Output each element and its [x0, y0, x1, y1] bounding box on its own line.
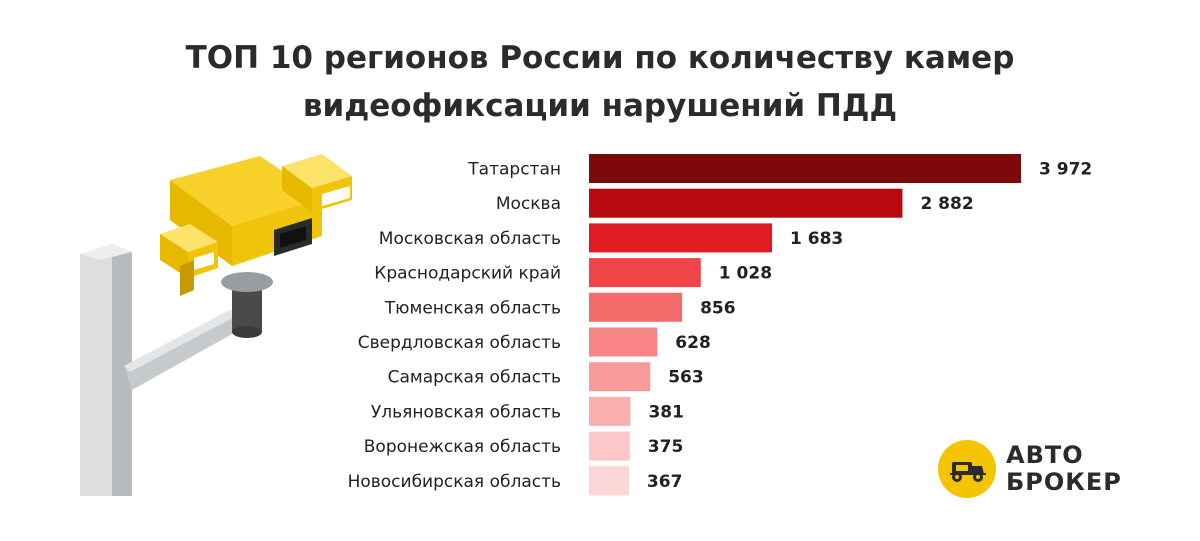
chart-title: ТОП 10 регионов России по количеству кам…: [0, 34, 1200, 130]
brand-name-line-2: БРОКЕР: [1006, 468, 1122, 496]
value-label-1: 3 972: [1039, 160, 1092, 180]
category-label-7: Самарская область: [388, 368, 561, 388]
bar-2: [589, 188, 903, 218]
value-label-6: 628: [675, 333, 711, 353]
car-icon: [938, 440, 996, 498]
bar-1: [589, 154, 1021, 183]
chart-title-line-2: видеофиксации нарушений ПДД: [302, 88, 898, 124]
value-label-7: 563: [668, 368, 704, 388]
bars-group: [589, 154, 1021, 496]
brand-logo: АВТО БРОКЕР: [938, 438, 1168, 500]
category-label-1: Татарстан: [467, 160, 561, 180]
bar-5: [589, 292, 683, 322]
value-label-3: 1 683: [790, 229, 843, 249]
category-label-4: Краснодарский край: [374, 264, 561, 284]
value-label-8: 381: [648, 402, 684, 422]
value-labels-group: 3 972 2 882 1 683 1 028 856 628 563 381 375 367: [647, 160, 1092, 492]
bar-7: [589, 362, 651, 392]
bar-6: [589, 327, 658, 357]
value-label-5: 856: [700, 298, 736, 318]
category-label-9: Воронежская область: [364, 437, 561, 457]
category-label-6: Свердловская область: [358, 333, 561, 353]
value-label-9: 375: [648, 437, 684, 457]
brand-name: АВТО БРОКЕР: [1006, 442, 1122, 496]
bar-8: [589, 396, 631, 426]
category-labels-group: Татарстан Москва Московская область Краснод…: [348, 160, 561, 492]
category-label-8: Ульяновская область: [371, 402, 561, 422]
category-label-5: Тюменская область: [384, 298, 561, 318]
value-label-2: 2 882: [920, 194, 973, 214]
bar-9: [589, 431, 630, 461]
value-label-4: 1 028: [719, 264, 772, 284]
bar-4: [589, 258, 701, 288]
category-label-10: Новосибирская область: [348, 472, 561, 492]
bar-3: [589, 223, 773, 253]
bar-10: [589, 466, 629, 496]
category-label-2: Москва: [496, 194, 561, 214]
value-label-10: 367: [647, 472, 683, 492]
chart-title-line-1: ТОП 10 регионов России по количеству кам…: [185, 40, 1015, 76]
traffic-camera-icon: [80, 154, 352, 496]
brand-name-line-1: АВТО: [1006, 441, 1084, 469]
category-label-3: Московская область: [379, 229, 561, 249]
